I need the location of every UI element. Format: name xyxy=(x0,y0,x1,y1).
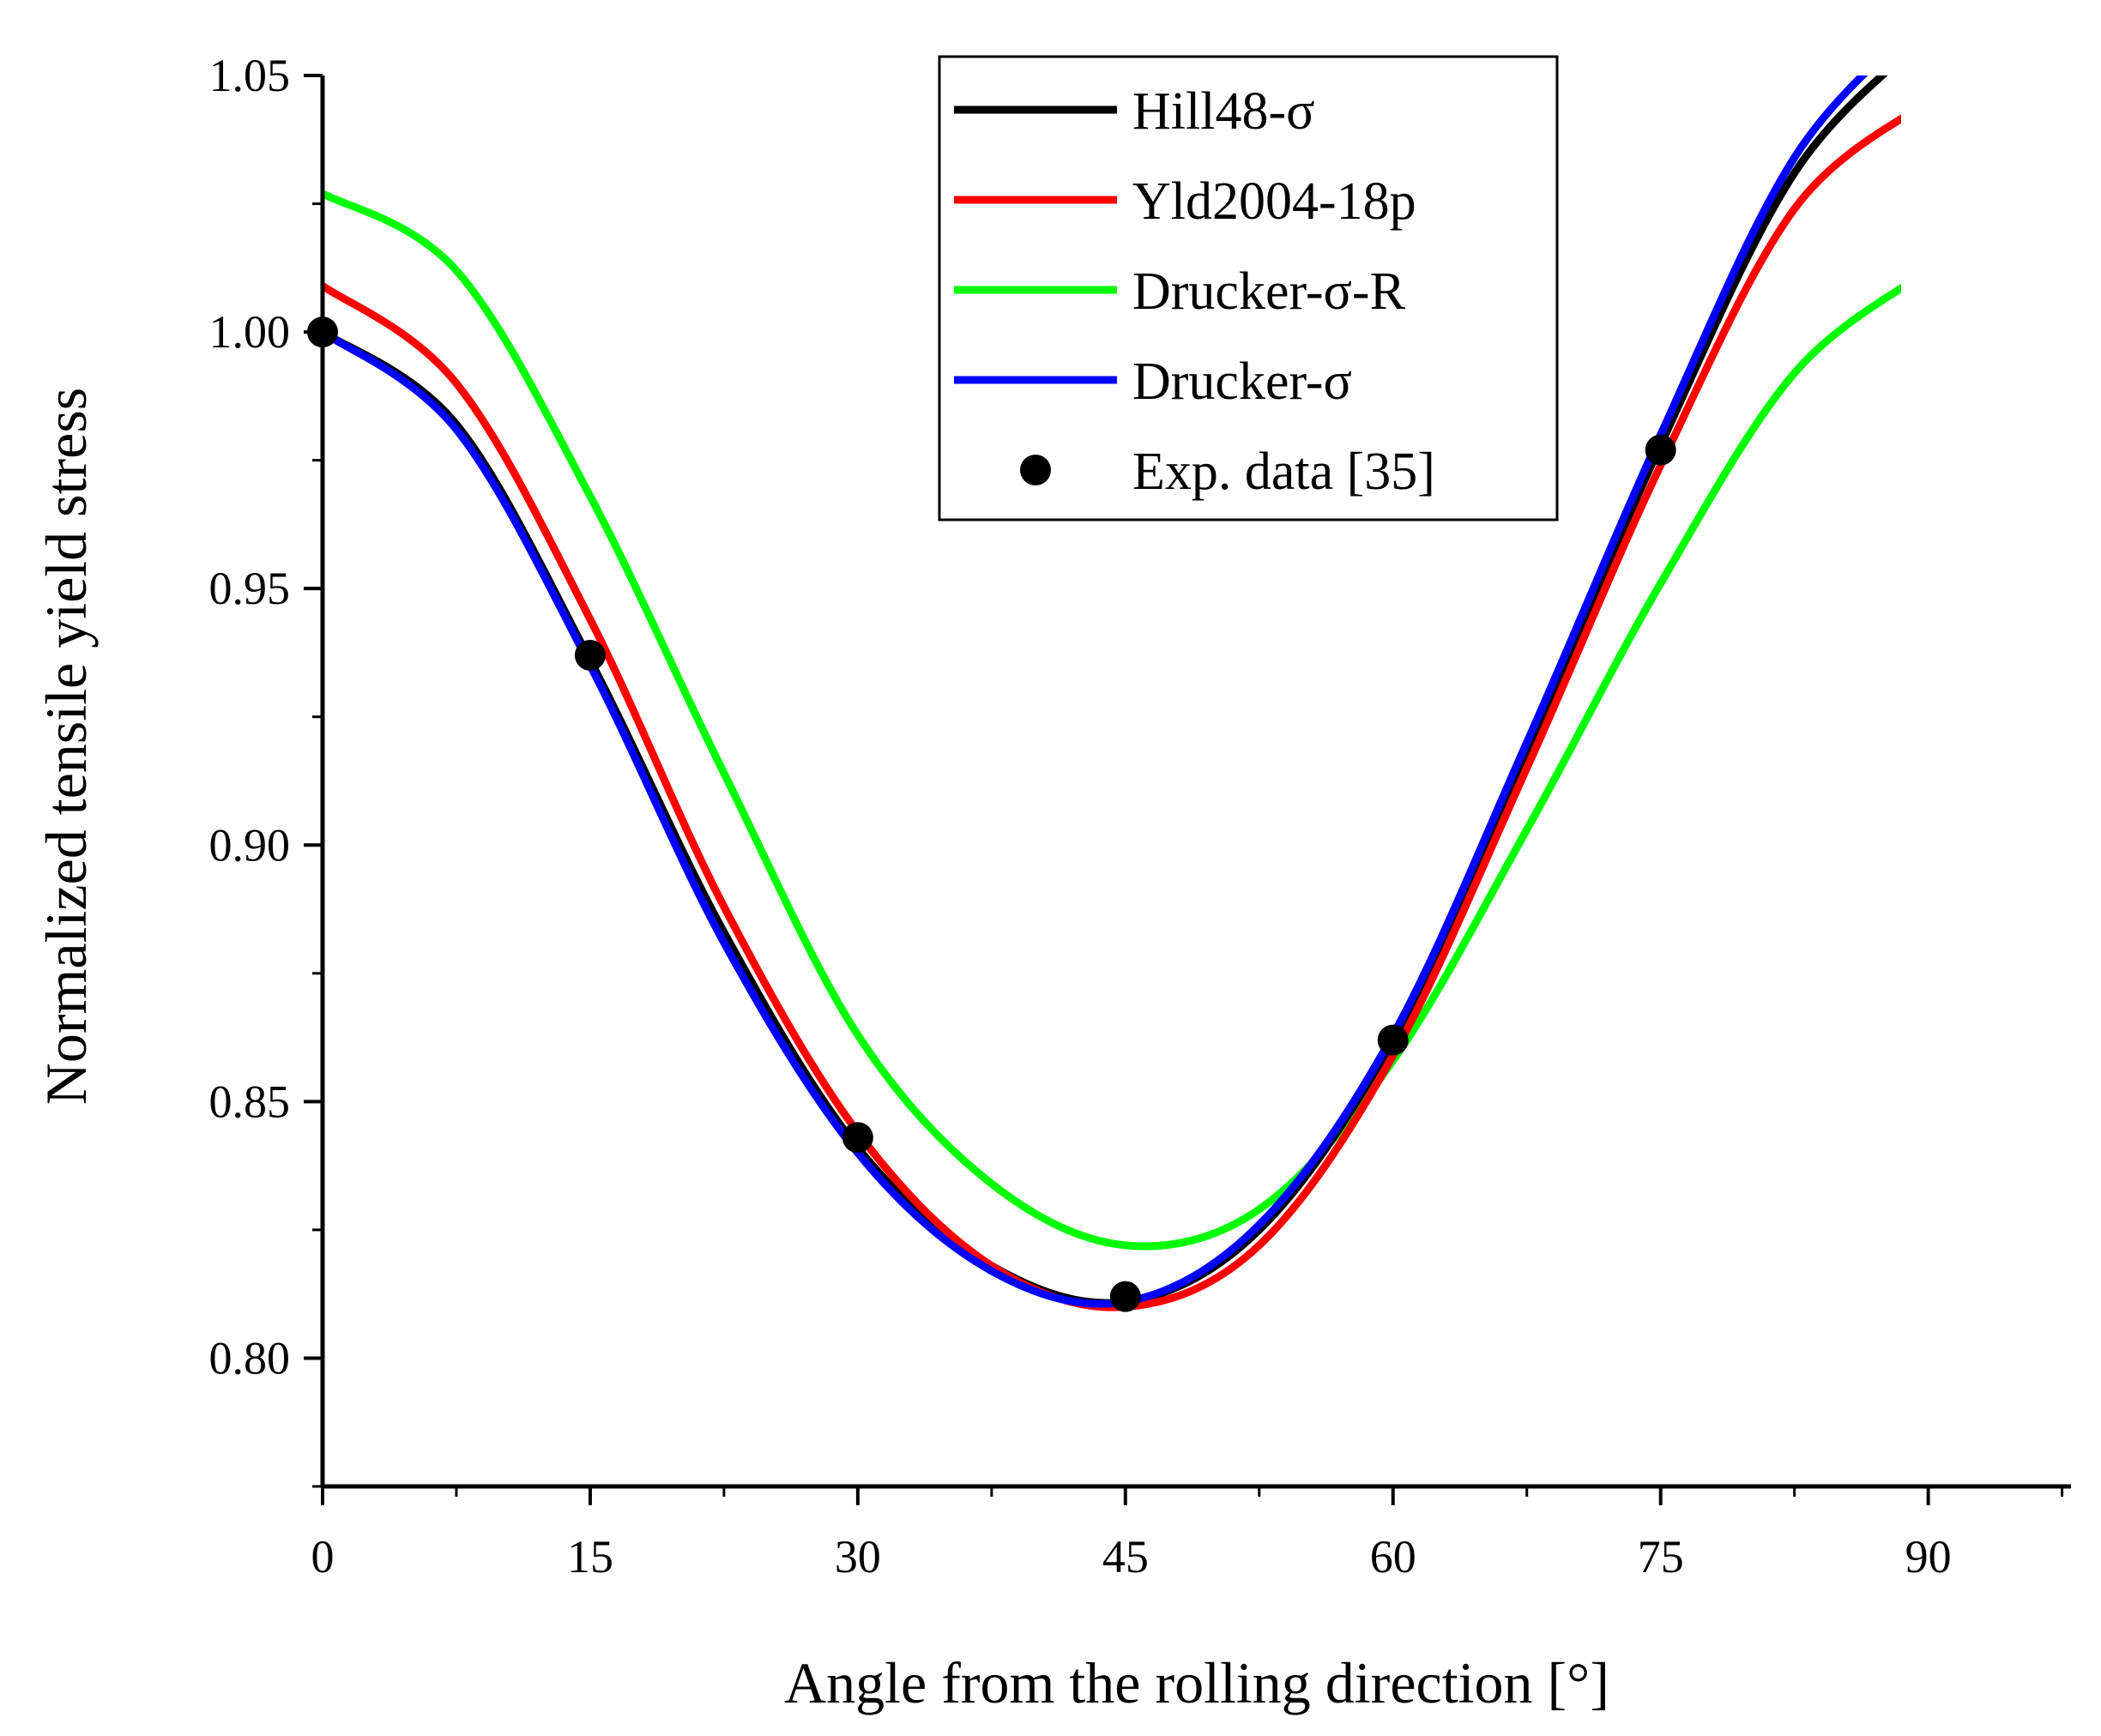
y-tick-label: 0.95 xyxy=(209,563,291,614)
x-tick-label: 45 xyxy=(1102,1531,1149,1582)
legend: Hill48-σ Yld2004-18p Drucker-σ-R Drucker… xyxy=(938,55,1559,521)
x-ticks: 0 15 30 45 60 75 90 xyxy=(311,1486,2064,1582)
series-line-2 xyxy=(323,190,1901,1251)
y-tick-label: 0.80 xyxy=(209,1332,291,1383)
exp-data-point xyxy=(574,639,606,671)
x-tick-label: 0 xyxy=(311,1531,335,1582)
x-axis-title: Angle from the rolling direction [°] xyxy=(784,1650,1609,1715)
legend-label-yld2004: Yld2004-18p xyxy=(1132,172,1416,231)
x-tick-label: 75 xyxy=(1638,1531,1684,1582)
y-tick-label: 1.00 xyxy=(209,306,291,358)
y-tick-label: 0.85 xyxy=(209,1076,291,1127)
points-layer xyxy=(307,316,1676,1312)
y-ticks: 0.80 0.85 0.90 0.95 1.00 1.05 xyxy=(209,50,323,1488)
legend-label-exp: Exp. data [35] xyxy=(1132,443,1435,501)
legend-marker-exp xyxy=(1020,455,1051,485)
y-axis-title: Normalized tensile yield stress xyxy=(33,388,99,1106)
y-tick-label: 0.90 xyxy=(209,819,291,871)
x-tick-label: 90 xyxy=(1905,1531,1952,1582)
x-tick-label: 30 xyxy=(835,1531,881,1582)
exp-data-point xyxy=(1645,434,1676,466)
exp-data-point xyxy=(842,1122,873,1154)
x-tick-label: 15 xyxy=(567,1531,613,1582)
exp-data-point xyxy=(1109,1281,1141,1312)
y-tick-label: 1.05 xyxy=(209,50,291,101)
legend-label-drucker: Drucker-σ xyxy=(1132,353,1352,411)
exp-data-point xyxy=(1377,1024,1409,1056)
legend-label-hill48: Hill48-σ xyxy=(1132,82,1315,141)
x-tick-label: 60 xyxy=(1370,1531,1416,1582)
legend-label-drucker-r: Drucker-σ-R xyxy=(1132,262,1406,321)
